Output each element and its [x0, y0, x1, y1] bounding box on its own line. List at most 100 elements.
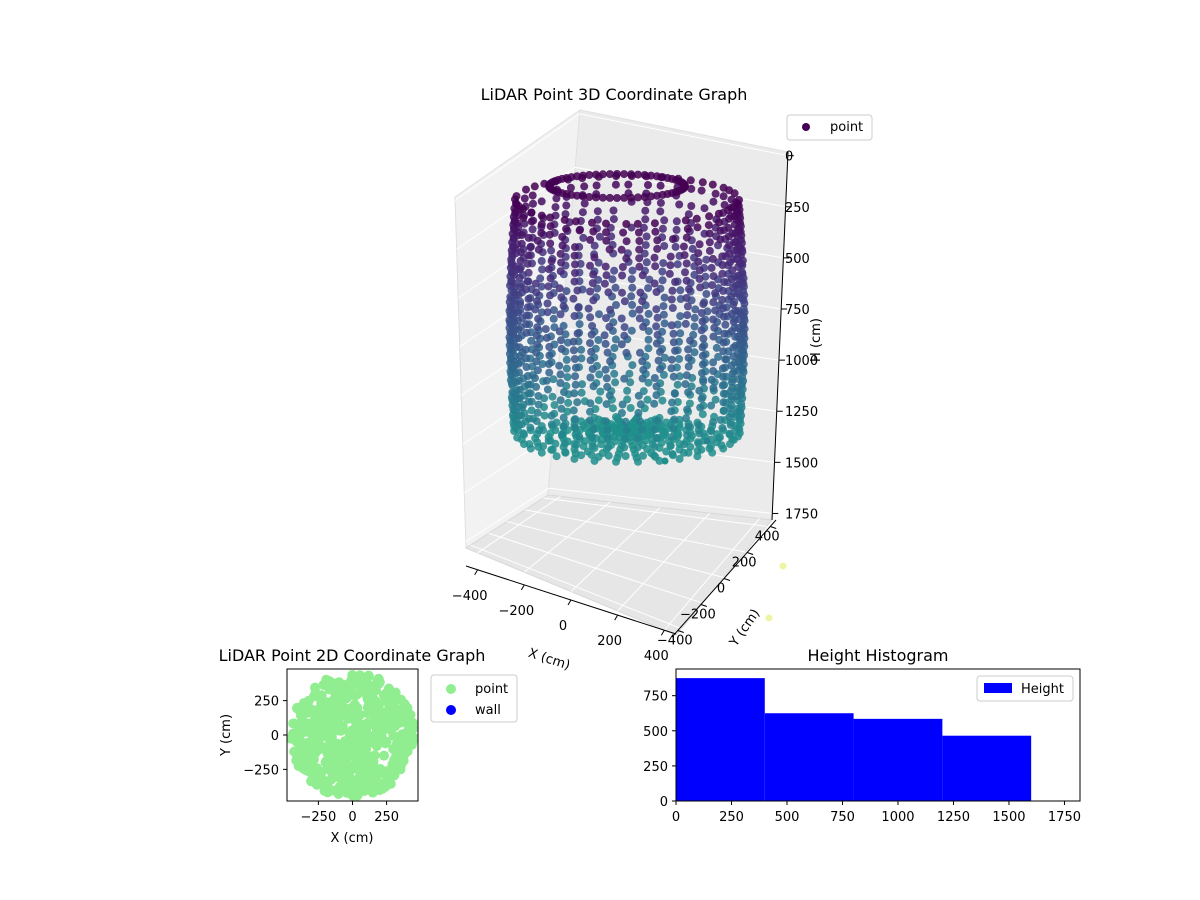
- data-point-3d: [602, 400, 611, 409]
- data-point-3d: [667, 295, 676, 304]
- data-point-3d: [537, 197, 546, 206]
- data-point-3d: [621, 434, 630, 443]
- data-point-3d: [620, 323, 629, 332]
- data-point-3d: [719, 192, 728, 201]
- data-point-3d: [508, 347, 517, 356]
- axes-2d: −250 0 250 250 0 −250: [243, 695, 399, 825]
- data-point-3d: [709, 358, 718, 367]
- data-point-2d: [316, 697, 327, 708]
- data-point-3d: [555, 361, 564, 370]
- z-tick-label-3d: 750: [785, 303, 810, 318]
- data-point-3d: [660, 319, 669, 328]
- data-point-2d: [325, 774, 336, 785]
- data-point-3d: [684, 353, 693, 362]
- data-point-3d: [667, 364, 676, 373]
- data-point-3d: [711, 306, 720, 315]
- data-point-3d: [627, 193, 636, 202]
- data-point-3d: [698, 369, 706, 378]
- data-point-3d: [621, 417, 630, 426]
- data-point-3d: [507, 379, 516, 388]
- data-point-3d: [611, 335, 620, 344]
- y-tick-3d: [677, 630, 684, 633]
- data-point-3d: [727, 327, 736, 336]
- z-tick-label-3d: 1000: [785, 354, 818, 369]
- data-point-3d: [555, 327, 564, 336]
- data-point-3d: [549, 375, 558, 384]
- data-point-3d: [620, 331, 629, 340]
- data-point-3d: [670, 389, 679, 398]
- data-point-3d: [719, 286, 728, 295]
- data-point-3d: [697, 394, 706, 403]
- data-point-3d: [515, 273, 524, 282]
- data-point-3d: [559, 413, 568, 422]
- z-tick-label-3d: 500: [785, 252, 810, 267]
- data-point-3d: [515, 385, 524, 394]
- data-point-3d: [636, 417, 645, 426]
- data-point-3d: [690, 313, 699, 322]
- data-point-3d: [726, 420, 735, 429]
- data-point-3d: [577, 345, 586, 354]
- data-point-3d: [667, 407, 676, 416]
- data-point-3d: [623, 386, 632, 395]
- data-point-3d: [675, 454, 684, 463]
- x-tick-label-2d: 0: [348, 810, 356, 825]
- data-point-2d: [387, 770, 398, 781]
- data-point-3d: [510, 297, 519, 305]
- data-point-3d: [570, 312, 579, 320]
- data-point-3d: [658, 224, 667, 233]
- data-point-3d: [592, 170, 600, 179]
- data-point-3d: [669, 329, 678, 338]
- data-point-3d: [669, 235, 677, 244]
- data-point-3d: [727, 395, 736, 404]
- data-point-3d: [698, 351, 707, 360]
- data-point-3d: [606, 305, 615, 314]
- data-point-3d: [684, 210, 693, 219]
- histogram-bar: [853, 718, 943, 801]
- data-point-3d: [733, 392, 742, 401]
- x-tick-label-3d: 200: [597, 634, 622, 649]
- data-point-3d: [709, 298, 718, 307]
- chart-title-2d: LiDAR Point 2D Coordinate Graph: [219, 646, 486, 665]
- data-point-3d: [683, 405, 692, 414]
- data-point-3d: [537, 220, 546, 229]
- data-point-3d: [514, 290, 523, 299]
- data-point-3d: [556, 396, 565, 405]
- data-point-3d: [589, 382, 598, 391]
- data-point-3d: [556, 310, 565, 319]
- data-point-3d: [620, 193, 629, 202]
- data-point-3d: [562, 364, 571, 373]
- data-point-3d: [546, 274, 555, 283]
- data-point-3d: [546, 213, 555, 222]
- data-point-3d: [551, 439, 560, 448]
- data-point-3d: [711, 189, 720, 198]
- data-point-3d: [682, 294, 691, 302]
- data-point-3d: [687, 382, 696, 391]
- legend-marker-wall-2d: [446, 705, 456, 715]
- data-point-3d: [543, 385, 552, 394]
- x-tick-label-2d: 250: [374, 810, 399, 825]
- data-point-3d: [732, 255, 741, 263]
- data-point-3d: [684, 388, 693, 397]
- data-point-3d: [642, 232, 651, 241]
- data-point-3d: [602, 314, 610, 323]
- data-point-3d: [560, 388, 568, 397]
- scatter3d-chart: 02505007501000125015001750−400−200020040…: [452, 85, 873, 673]
- x-tick-label-3d: 0: [559, 619, 567, 634]
- data-point-3d: [545, 342, 554, 351]
- data-point-3d: [719, 406, 728, 415]
- data-point-3d: [671, 346, 680, 355]
- x-tick-label-3d: 400: [644, 649, 669, 664]
- data-point-3d: [532, 331, 541, 340]
- data-point-3d: [725, 429, 734, 438]
- data-point-3d: [727, 292, 736, 301]
- x-tick-label-3d: −200: [498, 604, 534, 619]
- data-point-3d: [556, 249, 565, 258]
- data-point-3d: [654, 356, 663, 365]
- data-point-3d: [571, 260, 579, 269]
- chart-title-hist: Height Histogram: [808, 646, 949, 665]
- data-point-3d: [650, 425, 659, 434]
- data-point-3d: [602, 271, 611, 280]
- data-point-3d: [686, 176, 695, 185]
- data-point-3d: [594, 396, 603, 405]
- data-point-3d: [524, 389, 533, 398]
